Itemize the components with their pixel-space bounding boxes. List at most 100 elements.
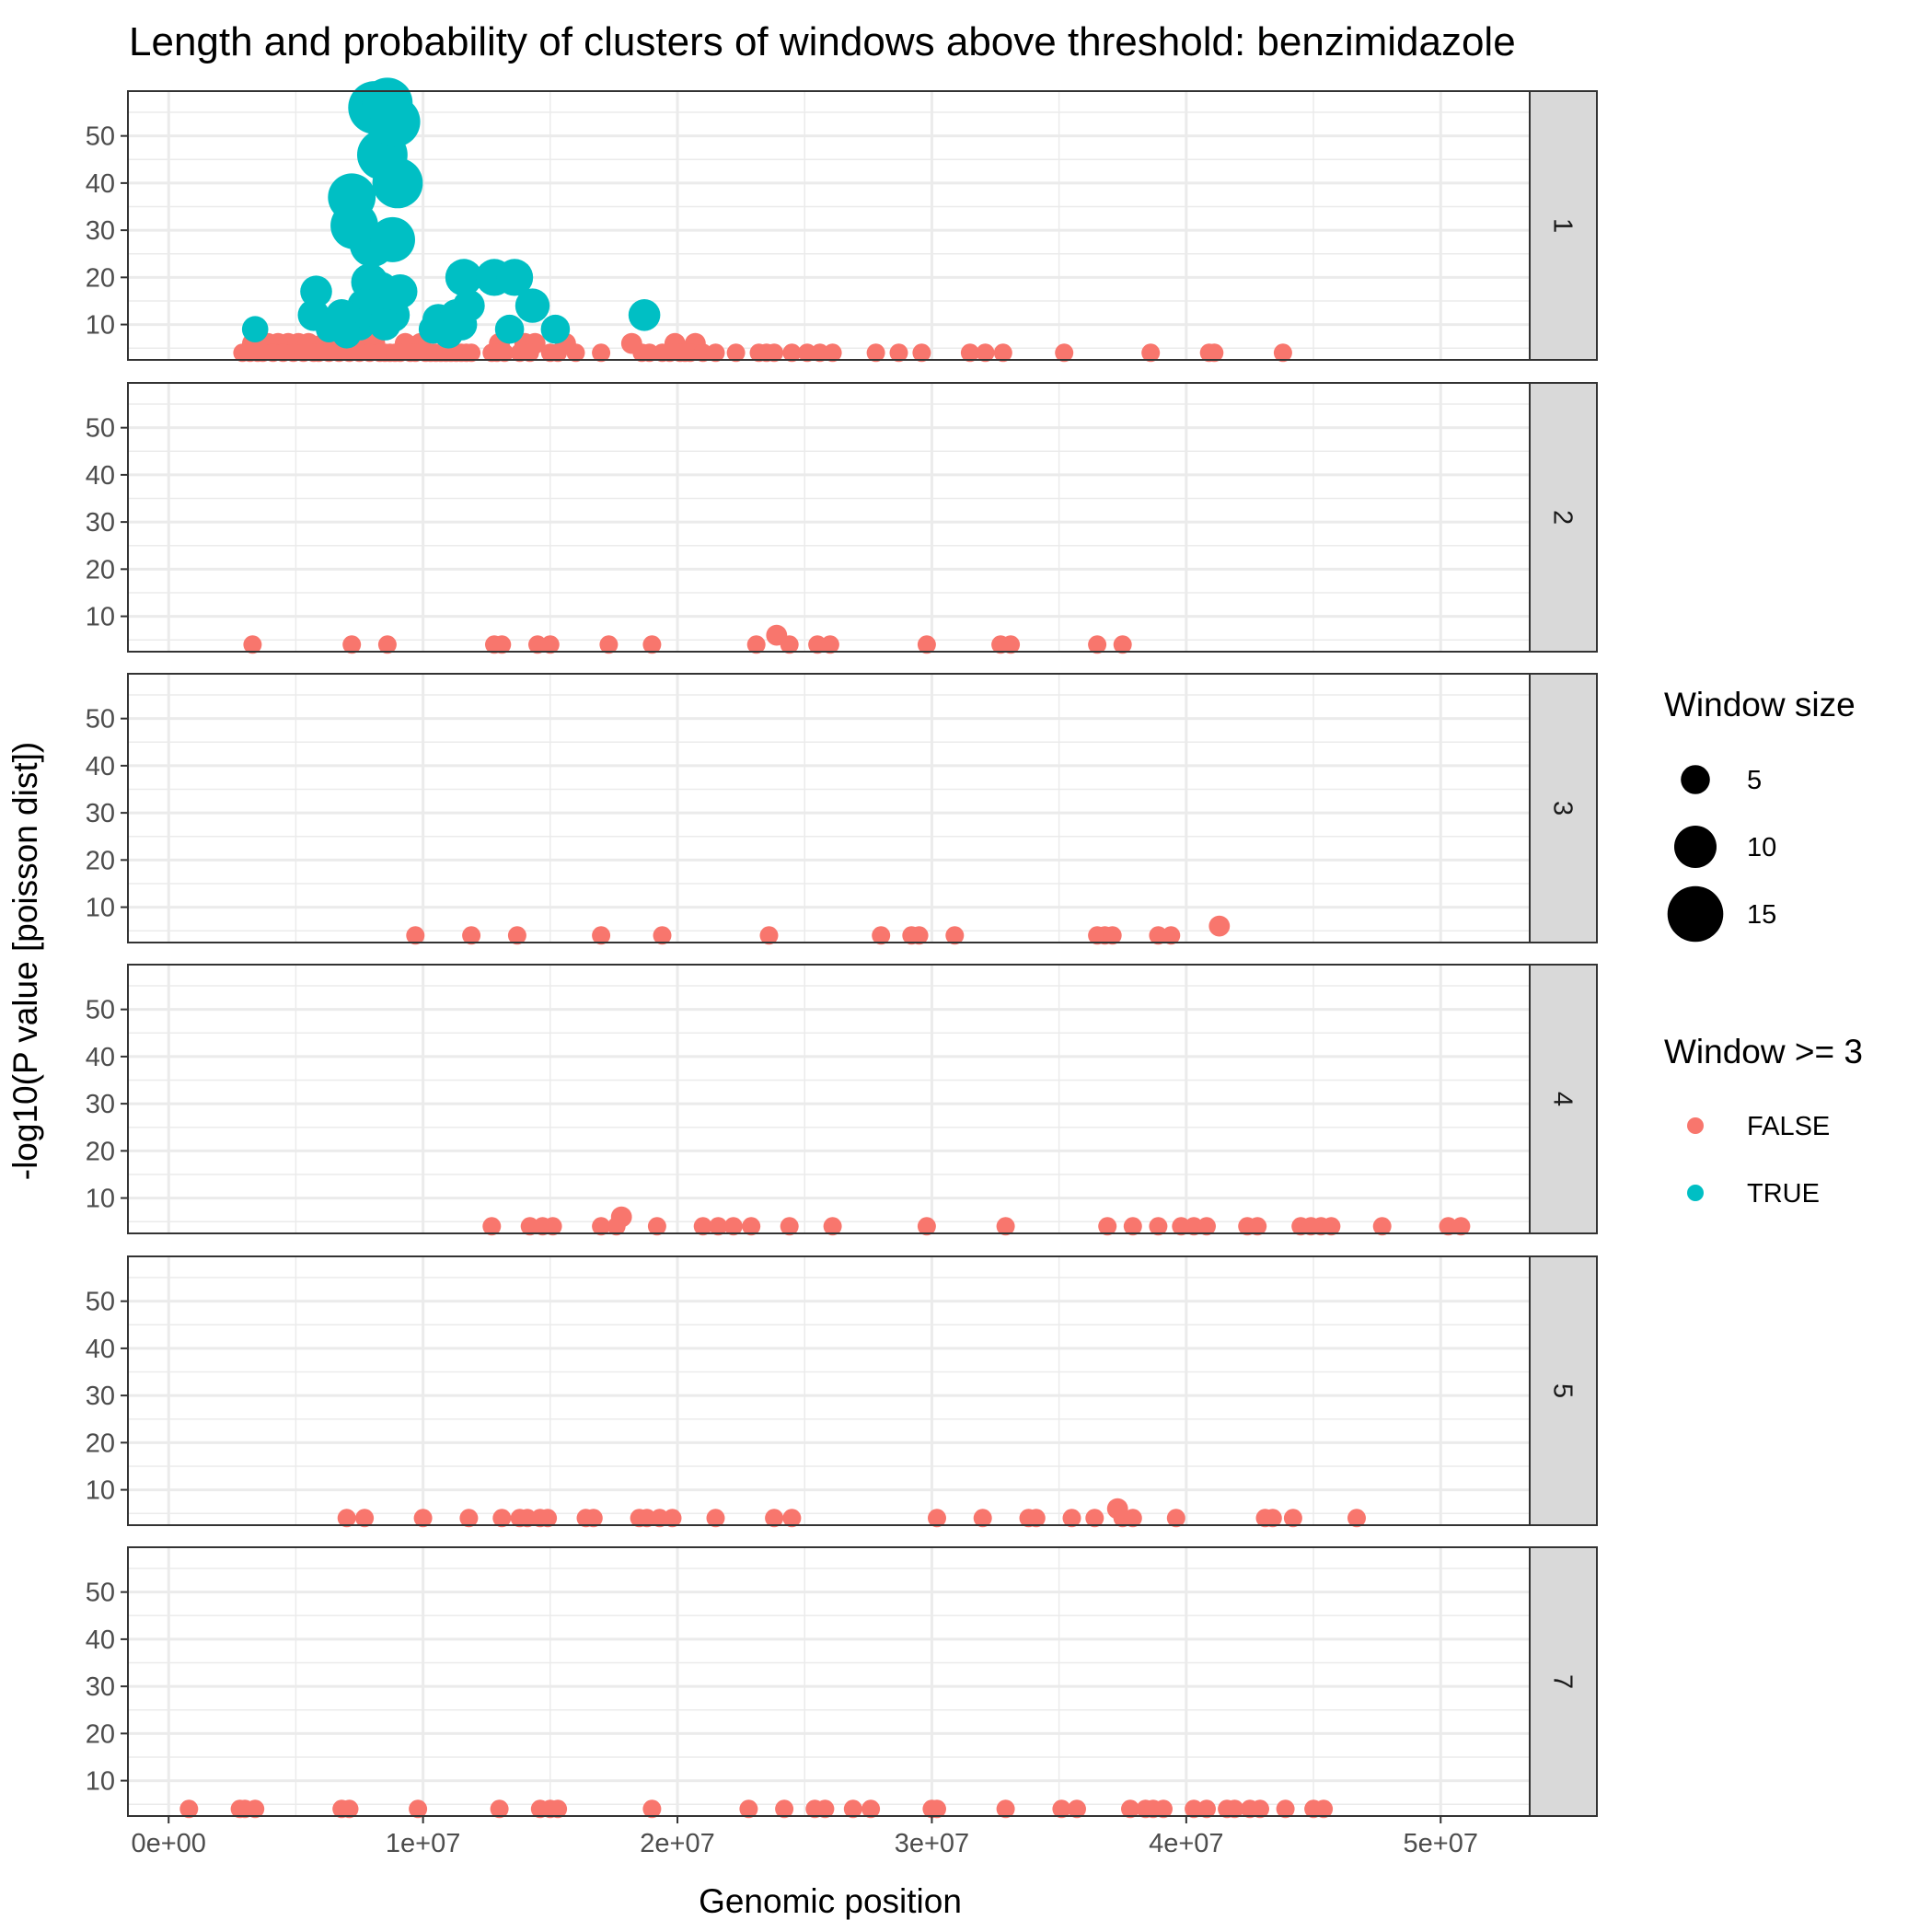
size-legend-label: 10 [1747,833,1776,862]
point-false [492,1509,512,1528]
point-false [798,343,816,363]
legend: Window size Window >= 3 5 10 15 FALSE TRUE [1664,686,1863,1209]
x-tick-label: 5e+07 [1404,1829,1478,1858]
point-false [640,343,659,363]
point-false [507,926,526,945]
point-false [780,1217,799,1236]
facet-panel-7: 10 20 30 40 50 7 [86,1546,1598,1819]
point-false [780,635,799,654]
point-true [383,274,418,309]
point-false [520,343,539,363]
point-false [709,1217,728,1236]
facet-strip [1529,90,1598,361]
point-false [1055,343,1074,363]
point-false [996,1799,1015,1819]
panel-background [128,383,1530,652]
point-false [566,343,585,363]
point-true [453,289,485,322]
x-axis-title: Genomic position [699,1882,962,1920]
point-false [726,343,746,363]
point-false [1123,1217,1142,1236]
point-false [1172,1217,1191,1236]
point-false [1113,635,1132,654]
point-false [945,926,965,945]
point-false [706,343,725,363]
point-false [642,635,662,654]
panel-background [128,1256,1530,1525]
point-false [680,343,700,363]
point-false [759,926,779,945]
point-false [1347,1509,1366,1528]
y-tick-label: 30 [86,508,115,538]
point-false [1197,1217,1216,1236]
point-false [543,1217,562,1236]
y-tick-label: 10 [86,1185,115,1214]
point-false [490,1799,509,1819]
point-false [993,343,1012,363]
point-false [1205,343,1224,363]
point-false [607,1217,626,1236]
point-false [1439,1217,1458,1236]
point-false [1121,1799,1139,1819]
point-false [492,635,512,654]
point-false [406,926,425,945]
point-false [1149,1217,1168,1236]
facet-strip [1529,1546,1598,1817]
point-false [650,1509,669,1528]
point-false [340,1799,359,1819]
point-false [1154,1799,1173,1819]
point-false [1251,1799,1269,1819]
point-true [300,275,332,308]
point-false [462,343,481,363]
point-false [482,1217,502,1236]
point-false [1273,343,1292,363]
point-false [843,1799,862,1819]
point-false [246,1799,265,1819]
point-false [1276,1799,1295,1819]
point-false [976,343,995,363]
point-false [912,343,931,363]
y-tick-label: 40 [86,1043,115,1072]
point-true [540,314,571,344]
point-false [1068,1799,1086,1819]
point-false [462,926,481,945]
point-false [592,343,611,363]
point-false [592,926,611,945]
point-true [434,319,464,349]
size-legend-label: 15 [1747,900,1776,930]
point-false [377,635,397,654]
point-false [647,1217,666,1236]
point-true [496,259,534,296]
point-false [973,1509,992,1528]
point-false [782,1509,802,1528]
point-false [1149,926,1168,945]
point-false [706,1509,725,1528]
point-false [528,635,547,654]
point-true [316,316,342,343]
y-tick-label: 30 [86,1382,115,1411]
point-false [742,1217,761,1236]
y-tick-label: 10 [86,603,115,632]
color-legend-label: FALSE [1747,1112,1830,1141]
point-false [1062,1509,1081,1528]
color-legend-title: Window >= 3 [1664,1033,1863,1070]
point-false [917,1217,936,1236]
y-tick-label: 20 [86,1719,115,1749]
point-false [243,635,262,654]
y-tick-label: 30 [86,1672,115,1702]
y-tick-label: 50 [86,1579,115,1608]
point-true [370,216,415,262]
point-false [1123,1509,1142,1528]
y-tick-label: 50 [86,996,115,1025]
y-tick-label: 40 [86,169,115,199]
y-tick-label: 30 [86,1090,115,1119]
point-false [917,635,936,654]
point-false [775,1799,794,1819]
point-false [889,343,908,363]
point-true [369,96,421,147]
size-legend-key [1681,765,1710,794]
color-legend-key [1687,1185,1704,1201]
point-false [642,1799,662,1819]
point-true [368,308,401,341]
facet-panel-2: 10 20 30 40 50 2 [86,382,1598,654]
